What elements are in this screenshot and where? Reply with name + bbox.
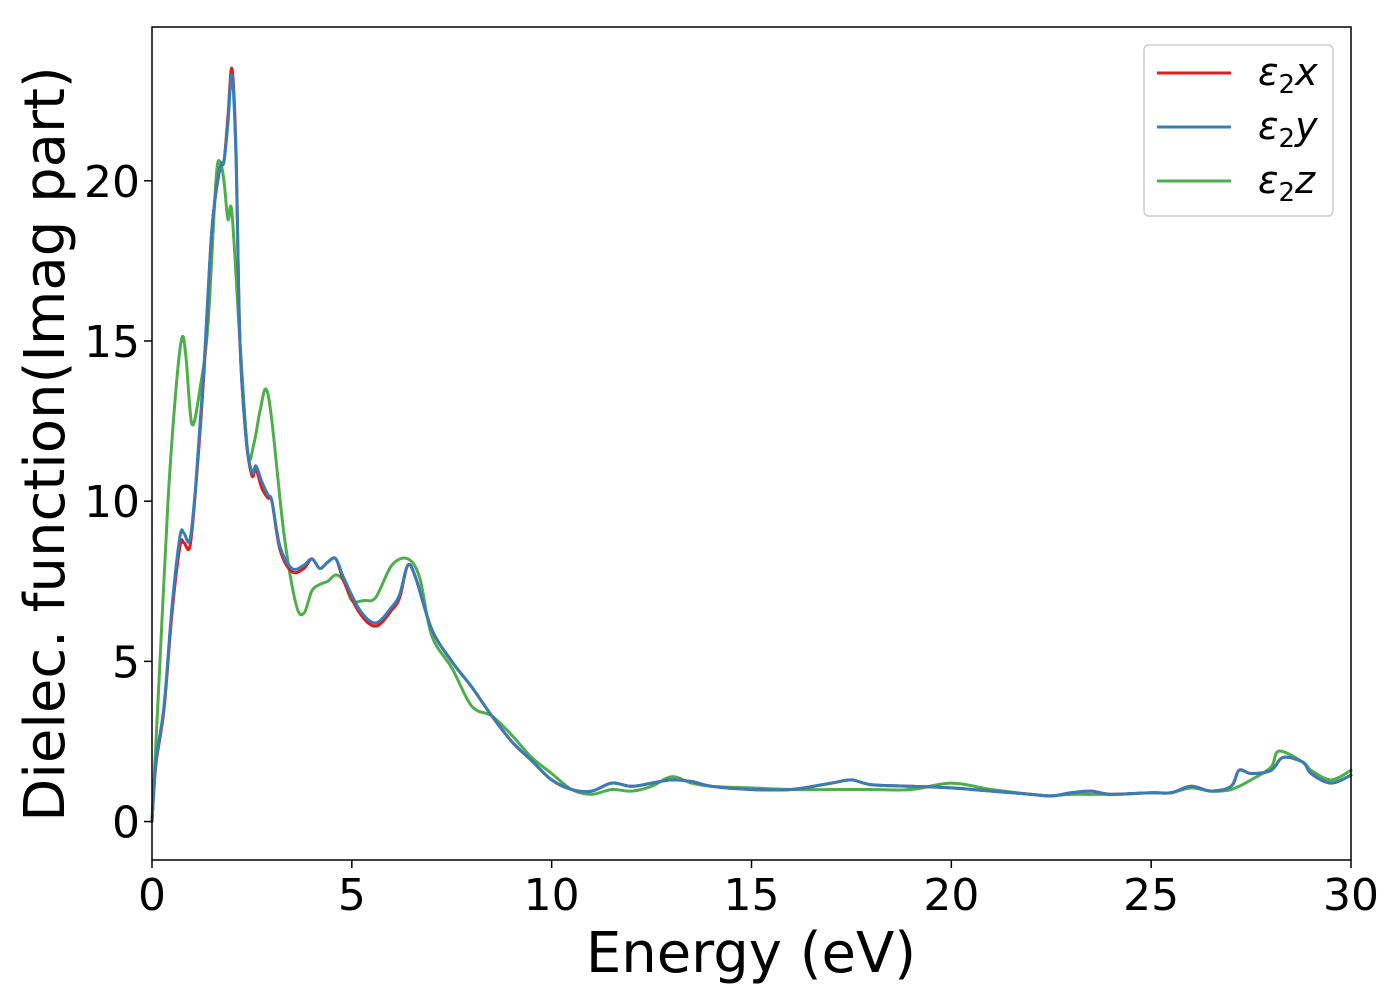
x-tick-label: 10 (524, 870, 580, 921)
y-tick-label: 15 (84, 317, 140, 368)
y-tick-label: 5 (112, 637, 140, 688)
series-layer (150, 67, 1353, 824)
x-tick-label: 5 (338, 870, 366, 921)
y-tick-label: 10 (84, 477, 140, 528)
x-tick-label: 0 (138, 870, 166, 921)
plot-frame (151, 26, 1352, 861)
x-tick-label: 15 (724, 870, 780, 921)
x-tick-label: 30 (1323, 870, 1379, 921)
legend-box (1143, 44, 1334, 217)
legend-label-x: ε2x (1258, 50, 1318, 100)
legend-label-y: ε2y (1258, 104, 1318, 154)
x-axis-label: Energy (eV) (586, 921, 916, 986)
y-tick-label: 20 (84, 157, 140, 208)
y-axis-label: Dielec. function(Imag part) (13, 66, 78, 822)
x-tick-label: 20 (923, 870, 979, 921)
ticks-layer: 0 5 10 15 20 25 30 0 5 10 15 20 (84, 157, 1379, 921)
series-line-z (150, 158, 1353, 824)
x-tick-label: 25 (1123, 870, 1179, 921)
legend-label-z: ε2z (1258, 158, 1316, 208)
series-line-y (150, 73, 1353, 824)
y-tick-label: 0 (112, 798, 140, 849)
